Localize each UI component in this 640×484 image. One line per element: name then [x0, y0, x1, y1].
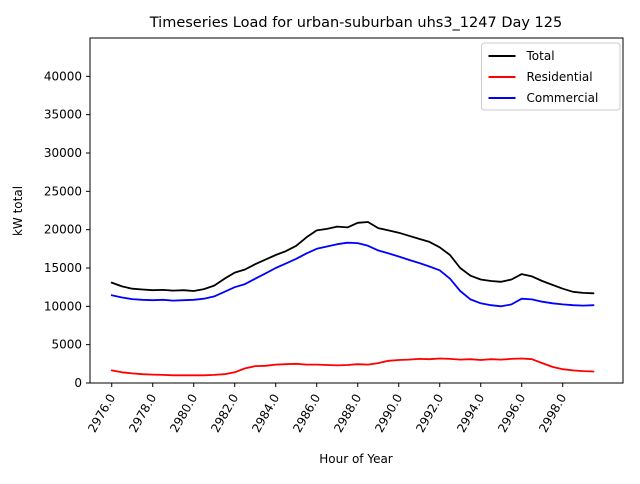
series-line-commercial: [110, 241, 595, 308]
x-tick-label: 2990.0: [372, 392, 405, 435]
series-line-residential: [110, 357, 595, 377]
legend-item-commercial: Commercial: [488, 91, 599, 105]
legend-item-residential: Residential: [488, 70, 593, 84]
y-tick-label: 0: [74, 376, 82, 390]
y-tick-label: 40000: [44, 69, 82, 83]
x-tick-label: 2992.0: [413, 392, 446, 435]
axes-frame: [89, 37, 624, 384]
legend: Total Residential Commercial: [481, 42, 621, 111]
x-tick-label: 2986.0: [290, 392, 323, 435]
chart-title: Timeseries Load for urban-suburban uhs3_…: [149, 15, 562, 31]
legend-label: Residential: [527, 70, 593, 84]
legend-item-total: Total: [488, 49, 555, 63]
y-tick-label: 30000: [44, 146, 82, 160]
x-tick-label: 2978.0: [126, 392, 159, 435]
y-tick-label: 25000: [44, 184, 82, 198]
x-tick-label: 2980.0: [167, 392, 200, 435]
y-tick-label: 15000: [44, 261, 82, 275]
x-tick-label: 2976.0: [85, 392, 118, 435]
x-tick-label: 2984.0: [249, 392, 282, 435]
series-layer: [110, 221, 595, 377]
x-tick-label: 2998.0: [536, 392, 569, 435]
y-tick-label: 5000: [51, 338, 82, 352]
series-line-total: [110, 221, 595, 295]
y-tick-label: 20000: [44, 223, 82, 237]
x-tick-label: 2982.0: [208, 392, 241, 435]
legend-box: [481, 42, 621, 111]
legend-label: Total: [526, 49, 555, 63]
x-tick-label: 2988.0: [331, 392, 364, 435]
ticks-layer: 2976.0 2978.0 2980.0 2982.0 2984.0 2986.0 2988…: [44, 69, 570, 435]
y-tick-label: 35000: [44, 108, 82, 122]
y-axis-label: kW total: [11, 186, 25, 236]
legend-label: Commercial: [527, 91, 599, 105]
x-axis-label: Hour of Year: [319, 452, 393, 466]
x-tick-label: 2994.0: [454, 391, 487, 434]
x-tick-label: 2996.0: [495, 392, 528, 435]
y-tick-label: 10000: [44, 299, 82, 313]
